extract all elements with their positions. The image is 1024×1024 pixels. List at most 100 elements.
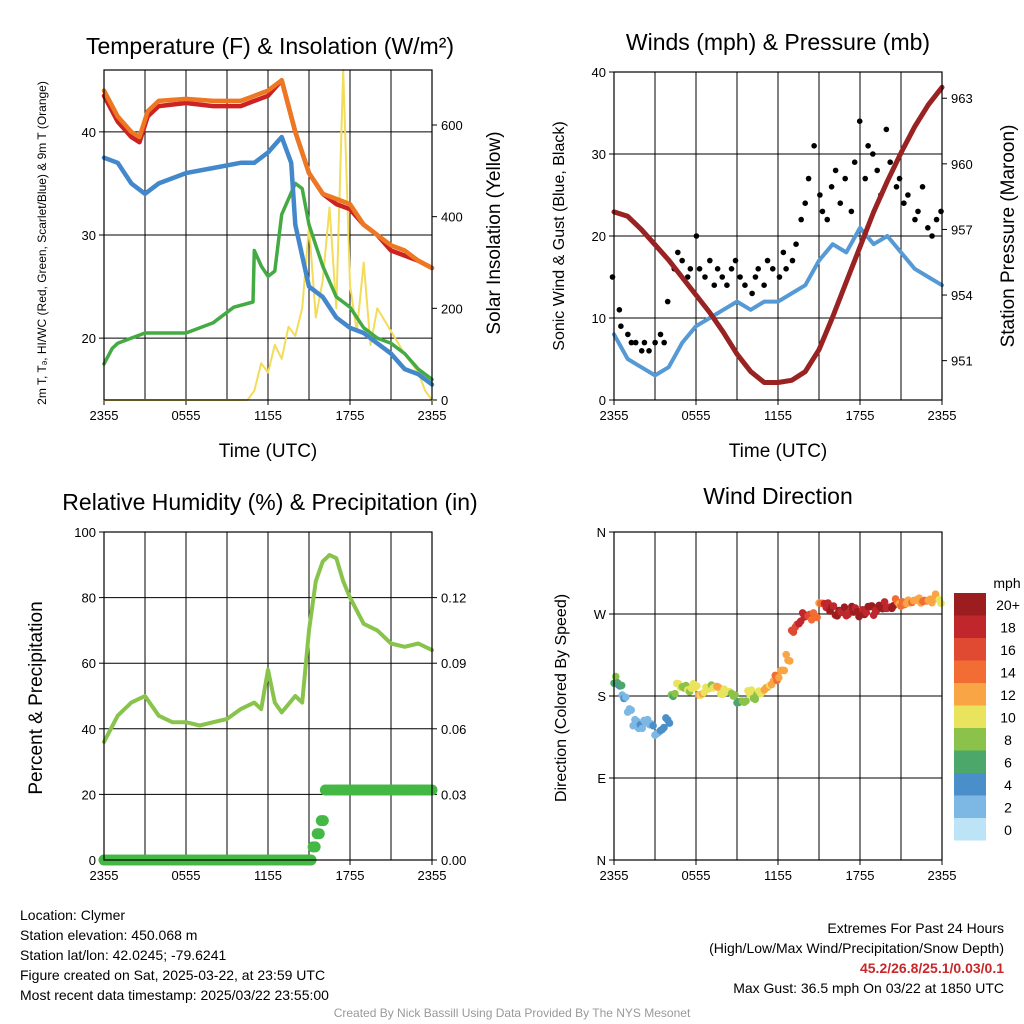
y2-tick-label: 600 [441, 118, 463, 133]
gust-point [802, 200, 808, 206]
gust-point [711, 282, 718, 289]
gust-point [783, 266, 789, 272]
gust-point [625, 331, 631, 338]
gust-point [793, 241, 799, 247]
gust-point [702, 274, 708, 280]
x-tick-label: 1155 [764, 868, 792, 883]
y-tick-label: 40 [592, 65, 606, 80]
y2-tick-label: 957 [951, 222, 973, 237]
gust-point [817, 192, 823, 198]
y-tick-label: 80 [82, 591, 96, 606]
colorbar-label: 18 [1000, 620, 1016, 636]
gust-point [856, 118, 863, 124]
x-tick-label: 1755 [846, 868, 875, 883]
colorbar-swatch [954, 638, 986, 661]
colorbar-label: 16 [1000, 642, 1016, 658]
direction-point [862, 608, 871, 617]
x-tick-label: 1155 [254, 868, 282, 883]
gust-point [646, 348, 652, 354]
y2-tick-label: 400 [441, 210, 463, 225]
gust-point [905, 192, 911, 198]
y-tick-label: 30 [82, 228, 96, 243]
gust-point [776, 274, 783, 280]
x-tick-label: 2355 [928, 408, 957, 423]
colorbar-unit: mph [993, 575, 1020, 591]
direction-point [937, 599, 945, 608]
x-axis-label: Time (UTC) [729, 441, 828, 462]
y-tick-label: N [597, 525, 606, 540]
gust-point [874, 167, 880, 174]
gust-point [728, 266, 735, 272]
gust-point [679, 257, 685, 264]
gust-point [714, 266, 721, 272]
gust-point [684, 274, 691, 280]
extremes-values: 45.2/26.8/25.1/0.03/0.1 [859, 960, 1004, 976]
extremes-panel: Extremes For Past 24 Hours (High/Low/Max… [709, 918, 1004, 998]
gust-point [752, 274, 759, 280]
y2-tick-label: 0.09 [441, 656, 466, 671]
plot-border [103, 531, 433, 861]
gust-point [761, 282, 767, 289]
colorbar-swatch [954, 795, 986, 818]
precip-point [317, 815, 329, 827]
colorbar-swatch [954, 683, 986, 706]
gust-point [893, 184, 900, 190]
x-tick-label: 1755 [336, 408, 365, 423]
colorbar-swatch [954, 728, 986, 751]
gust-point [819, 208, 826, 215]
gust-point [848, 208, 855, 215]
x-tick-label: 1155 [254, 408, 282, 423]
series-solar [103, 69, 433, 401]
station-location: Location: Clymer [20, 907, 126, 923]
x-tick-label: 0555 [172, 408, 201, 423]
y-tick-label: N [597, 853, 606, 868]
y-tick-label: 20 [592, 229, 606, 244]
series-heat [102, 181, 434, 382]
x-tick-label: 2355 [90, 408, 119, 423]
gust-point [632, 339, 639, 346]
y-tick-label: 30 [592, 147, 606, 162]
gust-point [661, 339, 667, 346]
gust-point [696, 266, 703, 272]
y2-tick-label: 951 [951, 354, 973, 369]
gust-point [618, 323, 624, 330]
y2-tick-label: 0.12 [441, 591, 466, 606]
gust-point [789, 257, 796, 264]
y-tick-label: 10 [592, 311, 606, 326]
series-pressure [611, 84, 945, 385]
y-axis-label: Percent & Precipitation [26, 601, 47, 794]
y-tick-label: 100 [74, 525, 96, 540]
colorbar-swatch [954, 660, 986, 683]
x-axis-label: Time (UTC) [219, 441, 318, 462]
x-tick-label: 0555 [682, 868, 711, 883]
direction-point [775, 673, 783, 682]
max-gust: Max Gust: 36.5 mph On 03/22 at 1850 UTC [733, 980, 1004, 996]
gust-point [749, 290, 755, 297]
gust-point [824, 216, 831, 223]
plot-border [103, 69, 433, 401]
series-rh [102, 553, 434, 744]
direction-point [742, 697, 750, 705]
colorbar-label: 0 [1004, 822, 1012, 838]
colorbar-label: 6 [1004, 755, 1012, 771]
y2-tick-label: 0.03 [441, 787, 466, 802]
direction-point [621, 693, 630, 702]
y-tick-label: E [597, 771, 606, 786]
gust-point [780, 249, 787, 256]
x-tick-label: 0555 [682, 408, 711, 423]
gust-point [865, 143, 871, 149]
gust-point [915, 208, 921, 215]
y-axis-label: Direction (Colored By Speed) [553, 594, 570, 802]
gust-point [828, 184, 835, 190]
plot-border [613, 531, 943, 861]
colorbar-label: 8 [1004, 732, 1012, 748]
gust-point [925, 225, 931, 231]
y2-axis-label: Station Pressure (Maroon) [998, 125, 1019, 348]
colorbar-swatch [954, 750, 986, 773]
figure-created: Figure created on Sat, 2025-03-22, at 23… [20, 967, 326, 983]
gust-point [737, 274, 743, 280]
x-tick-label: 2355 [418, 868, 447, 883]
colorbar-label: 12 [1000, 687, 1016, 703]
gust-point [769, 266, 776, 272]
